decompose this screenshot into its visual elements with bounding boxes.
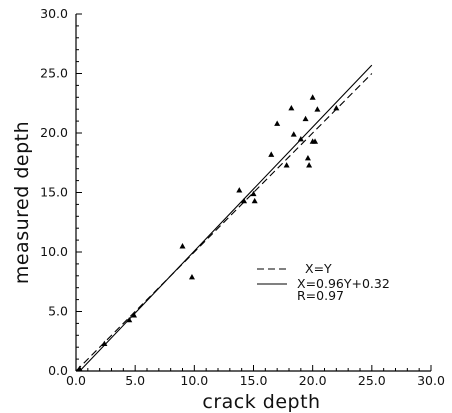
- data-point: [268, 151, 275, 157]
- data-point: [274, 120, 281, 126]
- y-axis-title: measured depth: [11, 121, 33, 284]
- data-point: [126, 316, 133, 323]
- y-tick-label: 5.0: [48, 304, 68, 319]
- y-tick-label: 20.0: [40, 125, 68, 140]
- data-point: [314, 106, 321, 112]
- fit-lines: [75, 64, 373, 372]
- y-tick-label: 10.0: [40, 244, 68, 259]
- axis-labels: crack depth measured depth: [11, 121, 320, 413]
- data-point: [241, 197, 248, 204]
- y-tick-label: 30.0: [40, 6, 68, 21]
- x-axis-title: crack depth: [202, 391, 320, 413]
- x-tick-label: 25.0: [358, 373, 386, 388]
- data-point: [290, 131, 297, 137]
- y-tick-label: 25.0: [40, 66, 68, 81]
- data-point: [76, 365, 83, 372]
- data-point: [306, 162, 313, 168]
- x-tick-label: 5.0: [125, 373, 145, 388]
- data-point: [250, 190, 257, 197]
- data-point: [251, 197, 258, 204]
- data-points: [76, 94, 340, 372]
- data-point: [309, 94, 316, 100]
- x-tick-label: 30.0: [417, 373, 445, 388]
- data-point: [297, 135, 304, 142]
- data-point: [283, 162, 290, 168]
- x-tick-label: 20.0: [299, 373, 327, 388]
- data-point: [236, 187, 243, 193]
- legend-label-regression: X=0.96Y+0.32: [297, 276, 390, 291]
- data-point: [179, 243, 186, 249]
- data-point: [333, 105, 340, 111]
- data-point: [101, 340, 108, 347]
- data-point: [304, 154, 311, 161]
- legend: X=YX=0.96Y+0.32R=0.97: [257, 261, 390, 303]
- regression-line: [79, 64, 373, 372]
- data-point: [302, 115, 309, 122]
- y-tick-label: 0.0: [48, 363, 68, 378]
- data-point: [312, 138, 319, 144]
- data-point: [188, 273, 195, 280]
- x-tick-label: 0.0: [66, 373, 86, 388]
- identity-line: [75, 73, 373, 372]
- ticks: 0.0 5.0 10.0 15.0 20.0 25.0 30.0 0.0 5.0 10.0 15.0…: [40, 6, 445, 388]
- data-point: [288, 105, 295, 111]
- x-tick-label: 10.0: [180, 373, 208, 388]
- x-tick-label: 15.0: [240, 373, 268, 388]
- legend-label-identity: X=Y: [305, 261, 332, 276]
- y-tick-label: 15.0: [40, 185, 68, 200]
- data-point: [130, 312, 137, 318]
- correlation-annotation: R=0.97: [297, 288, 344, 303]
